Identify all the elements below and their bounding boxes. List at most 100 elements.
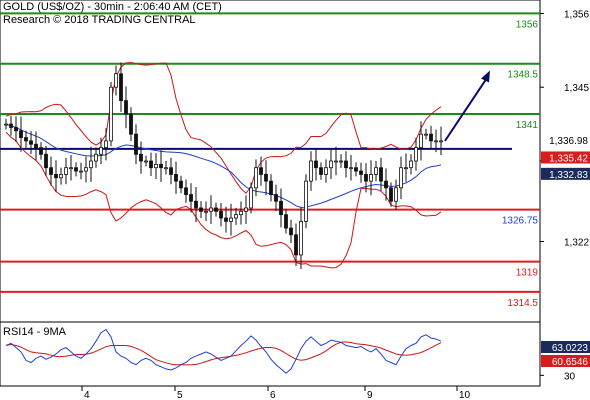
time-tick-label: 4 [84, 390, 90, 400]
candle-body [434, 140, 438, 143]
candle-body [274, 194, 278, 202]
candle-body [419, 133, 423, 148]
candle-body [399, 167, 403, 189]
candle-body [324, 167, 328, 175]
candle-body [29, 140, 33, 145]
candle-body [24, 137, 28, 142]
candle-body [69, 167, 73, 170]
candle-body [429, 133, 433, 142]
candle-body [54, 174, 58, 179]
candle-body [319, 167, 323, 175]
level-label-1356: 1356 [516, 19, 539, 30]
candle-body [164, 167, 168, 170]
rsi-frame [0, 321, 541, 387]
price-tick-label: 1,356 [564, 9, 589, 20]
rsi-ma-tag: 60.6546 [552, 357, 589, 368]
candle-body [159, 163, 163, 169]
candle-body [124, 100, 128, 115]
candle-body [349, 167, 353, 170]
candle-body [334, 160, 338, 163]
candle-body [369, 174, 373, 182]
candle-body [329, 160, 333, 169]
candle-body [104, 140, 108, 148]
candle-body [74, 167, 78, 172]
level-label-1348.5: 1348.5 [507, 70, 538, 81]
candle-body [254, 167, 258, 189]
bollinger-upper-tag: 1,335.42 [549, 153, 588, 164]
candle-body [14, 127, 18, 132]
rsi-panel [0, 321, 541, 387]
candle-body [309, 160, 313, 182]
moving-average [5, 123, 442, 208]
candle-body [154, 163, 158, 169]
candle-body [279, 200, 283, 216]
candle-body [239, 210, 243, 216]
candle-body [209, 207, 213, 212]
candle-body [169, 167, 173, 175]
last-price-tag-bg [541, 134, 590, 147]
candle-body [284, 214, 288, 229]
candle-body [204, 210, 208, 213]
candle-body [44, 153, 48, 169]
price-tick-label: 1,345 [564, 83, 589, 94]
bollinger-bands [5, 61, 442, 269]
moving-average-tag: 1,332.83 [549, 170, 588, 181]
bollinger-upper [5, 61, 442, 195]
price-axis: 1,356 1,345 1,322 [540, 9, 589, 249]
candle-body [424, 133, 428, 136]
candle-body [439, 140, 443, 143]
candle-body [149, 160, 153, 169]
candle-body [384, 180, 388, 189]
candle-body [109, 86, 113, 142]
main-frame [0, 0, 541, 323]
candle-body [289, 227, 293, 236]
rsi-value-tag: 63.0223 [552, 343, 589, 354]
forecast-arrow-line [444, 75, 489, 142]
candle-body [99, 147, 103, 155]
candle-body [404, 167, 408, 170]
candle-body [184, 187, 188, 195]
price-tags: 1,336.98 1,335.42 1,332.83 [541, 134, 590, 181]
time-axis: 4 5 6 9 10 [81, 386, 471, 400]
candle-body [144, 160, 148, 163]
chart-copyright: Research © 2018 TRADING CENTRAL [3, 14, 196, 26]
candle-body [174, 174, 178, 182]
level-label-1341: 1341 [516, 120, 539, 131]
candle-body [199, 207, 203, 212]
time-tick-label: 10 [459, 390, 471, 400]
candle-body [79, 170, 83, 173]
candle-body [214, 207, 218, 212]
rsi-ma-tag-bg [541, 355, 590, 367]
rsi-line [5, 328, 442, 374]
forecast-arrow-head [481, 70, 490, 83]
chart-title: GOLD (US$/OZ) - 30min - 2:06:40 AM (CET) [3, 1, 222, 13]
candle-body [224, 217, 228, 222]
candle-body [249, 187, 253, 209]
candlesticks [4, 62, 443, 270]
candle-body [129, 113, 133, 135]
rsi-tags: 63.0223 60.6546 [541, 341, 590, 368]
candle-body [304, 180, 308, 222]
candle-body [339, 160, 343, 163]
candle-body [234, 214, 238, 219]
level-label-1314.5: 1314.5 [507, 298, 538, 309]
level-lines: 1356 1348.5 1341 1326.75 1319 1314.5 [0, 12, 540, 309]
moving-average-line [5, 123, 442, 208]
candle-body [269, 180, 273, 195]
candle-body [344, 160, 348, 169]
candle-body [374, 167, 378, 175]
candle-body [19, 130, 23, 138]
rsi-ma-line [5, 341, 442, 366]
candle-body [84, 167, 88, 172]
candle-body [189, 194, 193, 202]
rsi-value-tag-bg [541, 341, 590, 353]
bollinger-lower [5, 131, 442, 269]
candle-body [194, 200, 198, 209]
rsi-title: RSI14 - 9MA [3, 326, 66, 338]
candle-body [359, 170, 363, 175]
candle-body [259, 167, 263, 175]
candle-body [389, 187, 393, 202]
candle-body [34, 143, 38, 148]
candle-body [299, 220, 303, 256]
